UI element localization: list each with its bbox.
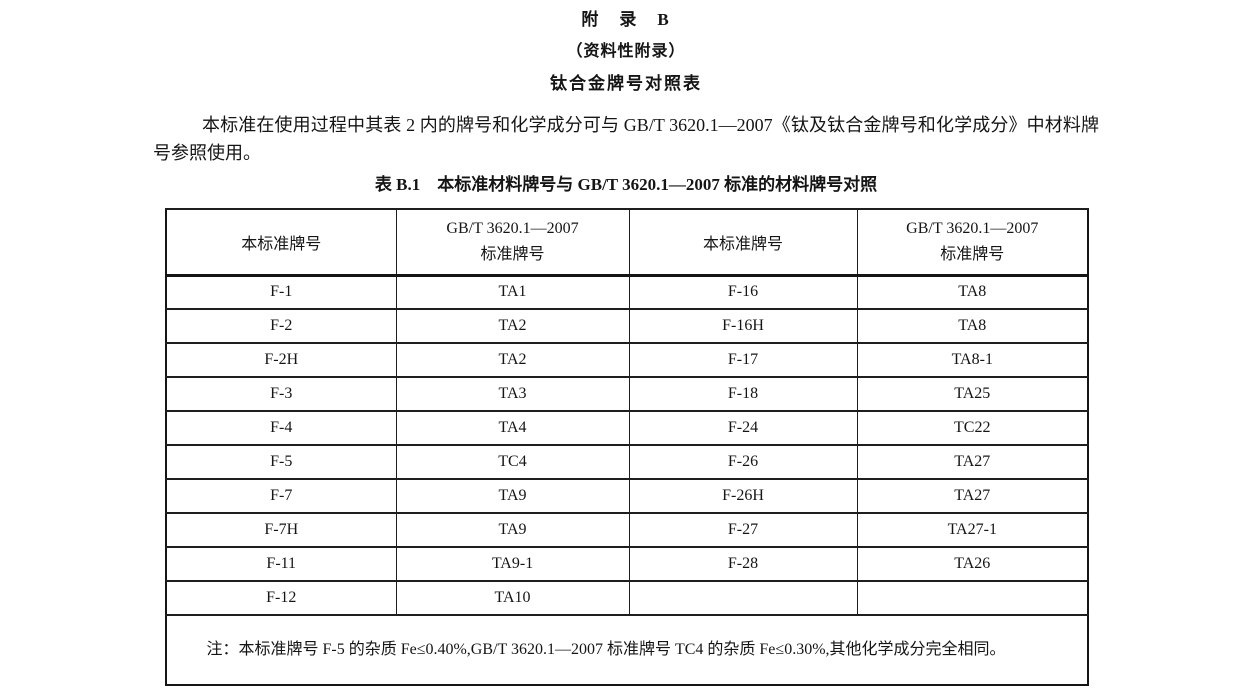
grade-cell: F-12	[165, 580, 396, 615]
table-row: F-3 TA3 F-18 TA25	[165, 376, 1088, 411]
grade-cell: F-16H	[628, 308, 857, 343]
table-row: F-12 TA10	[165, 580, 1088, 615]
grade-cell: TC22	[856, 410, 1088, 445]
grade-cell: TA25	[856, 376, 1088, 411]
grade-cell: F-16	[628, 274, 857, 309]
table-row: F-2 TA2 F-16H TA8	[165, 308, 1088, 343]
grade-cell: F-7H	[165, 512, 396, 547]
grade-cell: TA9	[395, 512, 629, 547]
appendix-section-heading: 钛合金牌号对照表	[550, 74, 702, 93]
table-caption: 表 B.1 本标准材料牌号与 GB/T 3620.1—2007 标准的材料牌号对…	[374, 175, 878, 194]
table-row: F-2H TA2 F-17 TA8-1	[165, 342, 1088, 377]
table-row: F-7 TA9 F-26H TA27	[165, 478, 1088, 513]
header-gb-grade-left-line1: GB/T 3620.1—2007	[446, 219, 579, 237]
grade-cell: TA3	[395, 376, 629, 411]
grade-cell: F-24	[628, 410, 857, 445]
grade-cell: TA8	[856, 274, 1088, 309]
grade-cell: F-4	[165, 410, 396, 445]
grade-cell: F-27	[628, 512, 857, 547]
grade-cell: TA9-1	[395, 546, 629, 581]
header-standard-grade-right: 本标准牌号	[628, 208, 857, 277]
grade-cell: F-17	[628, 342, 857, 377]
header-gb-grade-right-line2: 标准牌号	[940, 245, 1005, 263]
header-gb-grade-left-line2: 标准牌号	[480, 245, 545, 263]
grade-cell: TA27	[856, 478, 1088, 513]
grade-cell: TA4	[395, 410, 629, 445]
grade-cell: F-2	[165, 308, 396, 343]
grade-cell: TC4	[395, 444, 629, 479]
table-note-row: 注：本标准牌号 F-5 的杂质 Fe≤0.40%,GB/T 3620.1—200…	[165, 614, 1088, 685]
table-row: F-1 TA1 F-16 TA8	[165, 274, 1088, 309]
grade-cell: TA9	[395, 478, 629, 513]
grade-cell: TA10	[395, 580, 629, 615]
grade-cell	[628, 580, 857, 615]
grade-cell: F-28	[628, 546, 857, 581]
header-gb-grade-left: GB/T 3620.1—2007 标准牌号	[395, 208, 629, 277]
grade-cell: F-18	[628, 376, 857, 411]
grade-comparison-table: 本标准牌号 GB/T 3620.1—2007 标准牌号 本标准牌号 GB/T 3…	[165, 208, 1089, 686]
grade-cell: TA2	[395, 308, 629, 343]
grade-cell: F-5	[165, 444, 396, 479]
appendix-headings: 附 录 B （资料性附录） 钛合金牌号对照表	[165, 10, 1087, 94]
grade-cell: TA8-1	[856, 342, 1088, 377]
grade-cell: TA27	[856, 444, 1088, 479]
grade-cell: F-7	[165, 478, 396, 513]
table-note: 注：本标准牌号 F-5 的杂质 Fe≤0.40%,GB/T 3620.1—200…	[165, 614, 1088, 685]
grade-cell: F-26	[628, 444, 857, 479]
grade-cell: F-11	[165, 546, 396, 581]
table-row: F-4 TA4 F-24 TC22	[165, 410, 1088, 445]
grade-cell: F-2H	[165, 342, 396, 377]
table-row: F-7H TA9 F-27 TA27-1	[165, 512, 1088, 547]
table-row: F-11 TA9-1 F-28 TA26	[165, 546, 1088, 581]
appendix-title: 附 录 B	[581, 10, 671, 29]
grade-cell: TA1	[395, 274, 629, 309]
grade-cell: TA8	[856, 308, 1088, 343]
grade-cell	[856, 580, 1088, 615]
appendix-subtitle: （资料性附录）	[566, 43, 686, 60]
table-row: F-5 TC4 F-26 TA27	[165, 444, 1088, 479]
grade-cell: TA2	[395, 342, 629, 377]
grade-cell: F-3	[165, 376, 396, 411]
intro-paragraph: 本标准在使用过程中其表 2 内的牌号和化学成分可与 GB/T 3620.1—20…	[153, 115, 1099, 163]
grade-cell: F-26H	[628, 478, 857, 513]
grade-cell: TA26	[856, 546, 1088, 581]
table-header-row: 本标准牌号 GB/T 3620.1—2007 标准牌号 本标准牌号 GB/T 3…	[165, 208, 1088, 277]
grade-cell: F-1	[165, 274, 396, 309]
grade-cell: TA27-1	[856, 512, 1088, 547]
header-standard-grade-left: 本标准牌号	[165, 208, 396, 277]
header-gb-grade-right-line1: GB/T 3620.1—2007	[906, 219, 1039, 237]
header-gb-grade-right: GB/T 3620.1—2007 标准牌号	[856, 208, 1088, 277]
